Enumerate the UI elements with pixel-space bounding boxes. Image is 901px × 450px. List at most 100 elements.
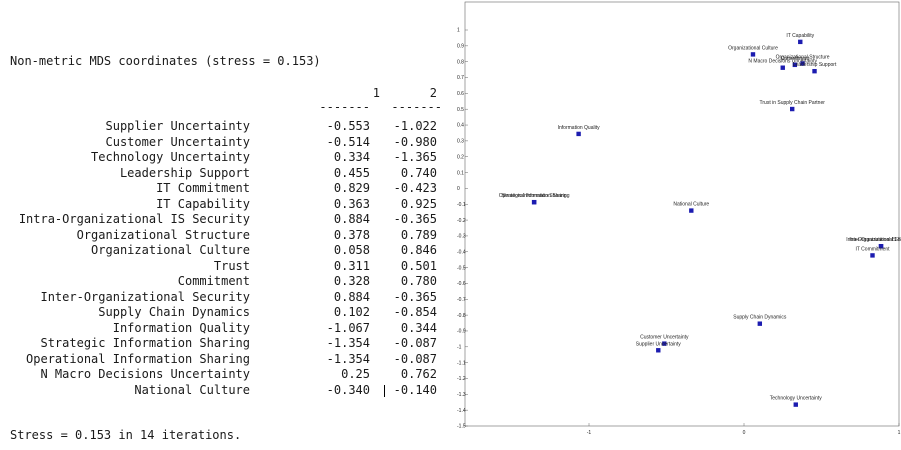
dimension-1-value: -0.514 xyxy=(326,134,370,149)
data-point xyxy=(878,244,884,249)
stress-summary: Stress = 0.153 in 14 iterations. xyxy=(10,428,242,442)
variable-label: Supplier Uncertainty xyxy=(105,119,251,133)
variable-label: N Macro Decisions Uncertainty xyxy=(40,367,250,381)
dimension-1-value: -1.067 xyxy=(326,320,370,335)
y-tick-label: -0.6 xyxy=(457,281,466,287)
dimension-2-value: -0.140 xyxy=(393,382,437,397)
y-tick-label: -0.2 xyxy=(457,218,466,224)
dimension-1-value: 0.455 xyxy=(333,165,370,180)
dimension-2-value: 0.925 xyxy=(400,196,437,211)
y-tick-label: -1.3 xyxy=(457,392,466,398)
dimension-1-value: 0.363 xyxy=(333,196,370,211)
scatter-svg: 1 0.9 0.8 0.7 0.6 0.5 0.4 0.3 0.2 0.1 0 -0.1 -0.2 -0.… xyxy=(457,1,901,436)
table-row: Trust 0.311 0.501 xyxy=(0,259,450,275)
dimension-1-value: 0.25 xyxy=(341,367,370,381)
variable-label: IT Commitment xyxy=(156,181,250,195)
table-row: IT Commitment 0.829 -0.423 xyxy=(0,181,450,197)
data-point-label: Organizational Culture xyxy=(728,45,778,51)
data-point xyxy=(689,208,694,213)
plot-frame xyxy=(464,1,900,427)
x-tick-label: -1 xyxy=(587,430,592,436)
table-row: Operational Information Sharing -1.354 -0.… xyxy=(0,352,450,368)
dimension-2-value: 0.344 xyxy=(400,320,437,335)
table-row: Supply Chain Dynamics 0.102 -0.854 xyxy=(0,305,450,321)
y-tick-label: -0.4 xyxy=(457,249,466,255)
y-tick-label: 0.9 xyxy=(457,44,464,50)
data-point xyxy=(780,65,785,70)
dimension-1-value: -1.354 xyxy=(326,351,370,366)
text-cursor xyxy=(384,384,385,397)
variable-label: Intra-Organizational IS Security xyxy=(18,212,250,226)
data-point xyxy=(800,61,805,66)
column-divider-2: ------- xyxy=(391,100,442,114)
y-tick-label: -1 xyxy=(457,345,462,351)
dimension-1-value: 0.378 xyxy=(333,227,370,242)
y-tick-label: -0.3 xyxy=(457,234,466,240)
dimension-2-value: -0.423 xyxy=(393,181,437,195)
data-point-label: Supplier Uncertainty xyxy=(636,341,682,347)
table-row: Supplier Uncertainty -0.553 -1.022 xyxy=(0,119,450,135)
data-point xyxy=(750,52,756,57)
data-point-label: Commitment xyxy=(781,56,810,62)
dimension-1-value: 0.884 xyxy=(333,212,370,226)
y-tick-label: -1.1 xyxy=(457,360,466,366)
data-point-label: N Macro Decisions Uncertainty xyxy=(748,59,817,65)
dimension-2-value: -1.365 xyxy=(393,150,437,164)
table-row: Organizational Culture 0.058 0.846 xyxy=(0,243,450,259)
data-point-label: Customer Uncertainty xyxy=(640,335,689,341)
table-row: National Culture -0.340 -0.140 xyxy=(0,383,450,399)
mds-output-panel: Non-metric MDS coordinates (stress = 0.1… xyxy=(0,0,450,450)
variable-label: Inter-Organizational Security xyxy=(40,289,250,304)
data-point xyxy=(531,199,537,205)
y-tick-label: 0.3 xyxy=(457,139,464,145)
y-tick-label: -0.1 xyxy=(457,202,466,208)
y-tick-label: 0.5 xyxy=(457,107,464,113)
data-point xyxy=(757,321,763,326)
dimension-1-value: 0.334 xyxy=(333,150,370,164)
y-tick-label: 1 xyxy=(457,28,460,34)
y-tick-label: -0.9 xyxy=(457,329,466,335)
variable-label: Supply Chain Dynamics xyxy=(98,305,250,319)
variable-label: Strategic Information Sharing xyxy=(40,336,250,350)
variable-label: IT Capability xyxy=(156,196,250,211)
coordinates-table: Supplier Uncertainty -0.553 -1.022 Customer… xyxy=(0,119,450,398)
variable-label: Operational Information Sharing xyxy=(26,351,250,366)
dimension-1-value: 0.884 xyxy=(333,289,370,304)
dimension-1-value: -0.340 xyxy=(326,382,370,397)
x-tick-label: 0 xyxy=(743,430,746,436)
y-tick-label: -1.4 xyxy=(457,408,466,414)
data-point xyxy=(792,62,798,68)
dimension-1-value: 0.058 xyxy=(333,243,370,257)
dimension-2-value: 0.789 xyxy=(400,227,437,242)
variable-label: Organizational Culture xyxy=(91,243,250,257)
data-point-label: IT Capability xyxy=(786,33,814,39)
y-tick-label: 0.1 xyxy=(457,170,464,176)
y-tick-label: -1.2 xyxy=(457,376,466,382)
output-title: Non-metric MDS coordinates (stress = 0.1… xyxy=(10,54,321,68)
dimension-2-value: -0.854 xyxy=(393,305,437,319)
data-point-label: Technology Uncertainty xyxy=(770,396,822,402)
column-header-1: 1 xyxy=(372,86,380,100)
dimension-2-value: 0.780 xyxy=(400,274,437,288)
variable-label: Commitment xyxy=(177,274,250,288)
variable-label: Information Quality xyxy=(112,320,250,335)
y-tick-label: 0.2 xyxy=(457,154,464,160)
dimension-2-value: 0.846 xyxy=(400,243,437,257)
data-point xyxy=(812,68,817,74)
dimension-2-value: -1.022 xyxy=(393,119,437,133)
data-point xyxy=(798,39,803,45)
dimension-2-value: 0.762 xyxy=(400,367,437,381)
y-tick-label: 0.7 xyxy=(457,75,464,81)
table-row: Intra-Organizational IS Security 0.884 -0.… xyxy=(0,212,450,228)
y-tick-label: -0.8 xyxy=(457,313,466,319)
dimension-1-value: -0.553 xyxy=(326,119,370,133)
table-row: IT Capability 0.363 0.925 xyxy=(0,197,450,213)
data-point-label: Information Quality xyxy=(558,125,600,131)
data-point-label: Inter-Organizational Security xyxy=(849,237,901,243)
dimension-2-value: -0.087 xyxy=(393,336,437,350)
variable-label: Technology Uncertainty xyxy=(91,150,250,164)
data-point xyxy=(793,402,798,407)
y-tick-label: 0.8 xyxy=(457,59,464,65)
y-tick-label: 0 xyxy=(457,186,460,192)
dimension-2-value: -0.980 xyxy=(393,134,437,149)
